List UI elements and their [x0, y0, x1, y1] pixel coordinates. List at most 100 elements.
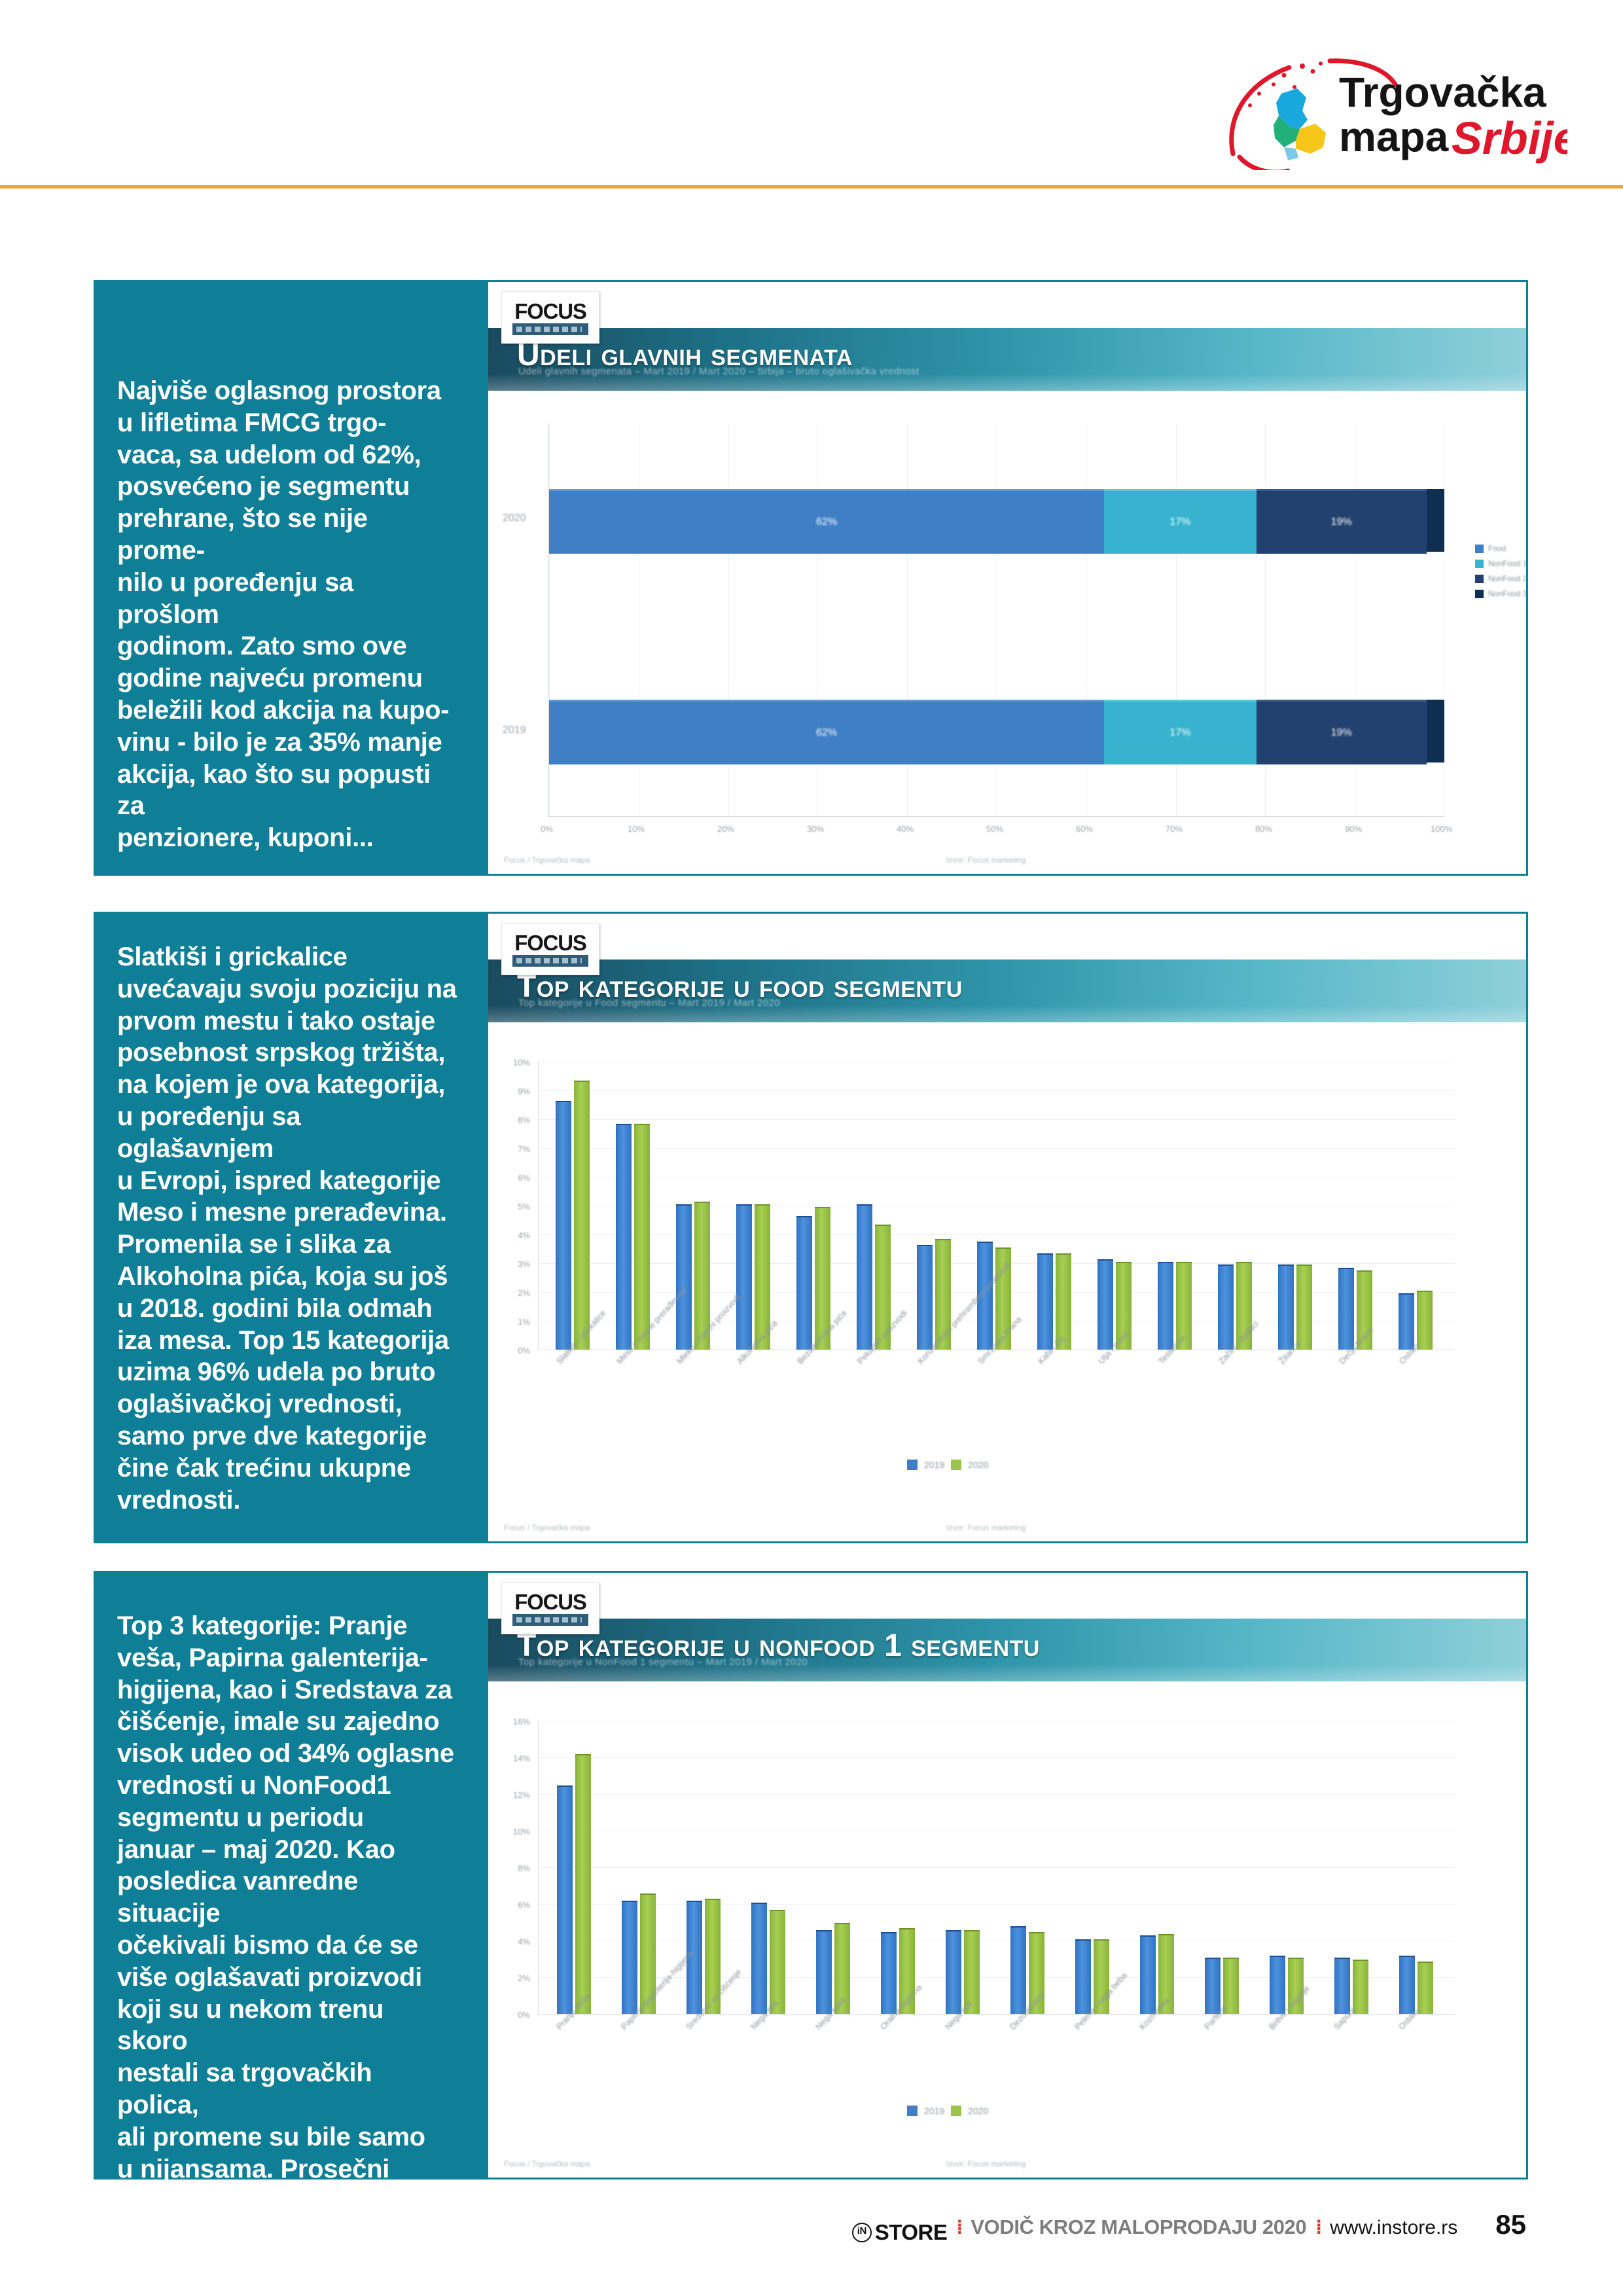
- chart-title-band-3: Top kategorije u NonFood 1 segmentu: [488, 1619, 1526, 1681]
- xtick-20: 20%: [717, 824, 735, 834]
- bar-nf-2019-9: [1140, 1935, 1156, 2014]
- bar-nf-2020-9: [1158, 1934, 1174, 2014]
- chart-legend-1: Food NonFood 1 NonFood 2 NonFood 3: [1475, 544, 1527, 604]
- bar-nf-2019-12: [1334, 1958, 1350, 2014]
- legend-swatch-2019: [907, 1460, 918, 1470]
- chart-title-2: Top kategorije u Food segmentu: [517, 969, 963, 1004]
- ytick-f-8: 2%: [518, 1288, 530, 1298]
- legend-label-nonfood2: NonFood 2: [1488, 574, 1527, 583]
- panel-top-kategorije-food: Slatkiši i grickalice uvećavaju svoju po…: [94, 912, 1528, 1543]
- logo-line2-red: Srbije: [1452, 113, 1567, 164]
- legend-label-2019: 2019: [924, 1460, 945, 1470]
- legend-swatch-food: [1475, 544, 1484, 553]
- segment-food-2019: 62%: [549, 700, 1105, 764]
- legend-label-2020: 2020: [968, 1460, 989, 1470]
- segment-nonfood1-2020: 17%: [1104, 489, 1257, 554]
- bar-2020-13: [1357, 1270, 1372, 1350]
- bar-nf-2019-7: [1010, 1926, 1026, 2014]
- chart-footnote-center-2: Izvor: Focus marketing: [946, 1523, 1026, 1532]
- panel-udeli-glavnih-segmenata: Najviše oglasnog prostora u lifletima FM…: [94, 280, 1528, 876]
- legend-swatch-nonfood1: [1475, 559, 1484, 568]
- ytick-f-3: 7%: [518, 1144, 530, 1154]
- bar-2019-2: [676, 1204, 692, 1350]
- logo-line2-dark: mapa: [1339, 113, 1449, 160]
- chart-footnote-left-2: Focus / Trgovačka mapa: [504, 1523, 590, 1532]
- stacked-bar-2020: 62% 17% 19%: [549, 489, 1444, 554]
- xtick-100: 100%: [1431, 824, 1453, 834]
- bar-nf-2020-2: [705, 1899, 721, 2014]
- legend-item-nonfood1: NonFood 1: [1475, 559, 1527, 568]
- header-divider-rule: [0, 185, 1623, 188]
- focus-sub-bar: [512, 323, 588, 335]
- page-footer: iN STORE ⁞ VODIČ KROZ MALOPRODAJU 2020 ⁞…: [0, 2206, 1623, 2245]
- chart-top-kategorije-nonfood1: FOCUS Top kategorije u NonFood 1 segment…: [486, 1571, 1528, 2179]
- legend-swatch-2020: [951, 2106, 962, 2116]
- bar-nf-2019-2: [687, 1901, 702, 2014]
- xtick-10: 10%: [628, 824, 645, 834]
- xtick-60: 60%: [1076, 824, 1094, 834]
- focus-sub-bar: [512, 954, 588, 967]
- bar-nf-2019-5: [881, 1932, 897, 2014]
- footer-url[interactable]: www.instore.rs: [1330, 2217, 1458, 2238]
- ytick-n-7: 2%: [518, 1973, 530, 1983]
- bar-2020-2: [694, 1202, 710, 1350]
- ytick-n-5: 6%: [518, 1900, 530, 1910]
- xtick-80: 80%: [1255, 824, 1273, 834]
- xtick-30: 30%: [807, 824, 825, 834]
- instore-brand: iN STORE: [851, 2220, 948, 2245]
- focus-sub-bar: [512, 1613, 588, 1626]
- sidebar-commentary-3: Top 3 kategorije: Pranje veša, Papirna g…: [94, 1571, 486, 2279]
- bar-2019-6: [917, 1245, 933, 1350]
- focus-brand-logo: FOCUS: [501, 1582, 599, 1634]
- footer-separator-2: ⁞: [1315, 2217, 1322, 2238]
- legend-label-nonfood3: NonFood 3: [1488, 589, 1527, 598]
- xtick-50: 50%: [986, 824, 1004, 834]
- legend-label-2020: 2020: [968, 2106, 989, 2116]
- focus-wordmark: FOCUS: [514, 298, 587, 323]
- legend-label-nonfood1: NonFood 1: [1488, 559, 1527, 568]
- legend-swatch-2020: [951, 1460, 962, 1470]
- bar-2020-12: [1296, 1265, 1312, 1350]
- bar-nf-2019-13: [1399, 1956, 1415, 2014]
- bar-category-label-2020: 2020: [503, 512, 526, 524]
- chart-title-band-1: Udeli glavnih segmenata: [488, 328, 1526, 391]
- bar-nf-2019-1: [622, 1901, 637, 2014]
- bar-2020-6: [935, 1239, 951, 1350]
- bar-nf-2019-4: [816, 1930, 832, 2014]
- segment-value-nonfood2-2020: 19%: [1330, 516, 1352, 528]
- bar-nf-2019-10: [1205, 1958, 1221, 2014]
- segment-food-2020: 62%: [549, 489, 1105, 554]
- legend-item-food: Food: [1475, 544, 1526, 553]
- chart-udeli-glavnih-segmenata: FOCUS Udeli glavnih segmenata Udeli glav…: [486, 280, 1528, 876]
- bar-nf-2019-6: [946, 1930, 961, 2014]
- chart-footnote-center-3: Izvor: Focus marketing: [946, 2159, 1026, 2168]
- bar-2019-5: [857, 1204, 872, 1350]
- bar-2019-4: [796, 1216, 812, 1350]
- chart-footnote-left-1: Focus / Trgovačka mapa: [504, 855, 590, 865]
- sidebar-commentary-2: Slatkiši i grickalice uvećavaju svoju po…: [94, 912, 486, 1543]
- ytick-n-3: 10%: [512, 1827, 530, 1837]
- segment-value-nonfood2-2019: 19%: [1330, 727, 1352, 738]
- chart-footnote-center-1: Izvor: Focus marketing: [946, 855, 1026, 865]
- legend-item-nonfood3: NonFood 3: [1475, 589, 1527, 598]
- bar-2019-0: [556, 1101, 571, 1350]
- chart-plot-area-2: 10% 9% 8% 7% 6% 5% 4% 3% 2% 1% 0%: [488, 1029, 1526, 1541]
- bar-nf-2020-6: [964, 1930, 980, 2014]
- chart-subtitle-2: Top kategorije u Food segmentu – Mart 20…: [518, 997, 781, 1009]
- ytick-n-6: 4%: [518, 1937, 530, 1946]
- footer-guide-label: VODIČ KROZ MALOPRODAJU 2020: [971, 2215, 1307, 2238]
- commentary-text-1: Najviše oglasnog prostora u lifletima FM…: [117, 376, 450, 853]
- focus-brand-logo: FOCUS: [501, 923, 599, 975]
- segment-nonfood1-2019: 17%: [1104, 700, 1257, 764]
- segment-value-nonfood1-2020: 17%: [1169, 516, 1191, 528]
- xtick-90: 90%: [1345, 824, 1363, 834]
- focus-wordmark: FOCUS: [514, 930, 587, 955]
- bar-nf-2020-0: [575, 1754, 591, 2014]
- bar-2019-8: [1037, 1253, 1053, 1350]
- legend-item-nonfood2: NonFood 2: [1475, 574, 1527, 583]
- sidebar-commentary-1: Najviše oglasnog prostora u lifletima FM…: [94, 280, 486, 876]
- chart-subtitle-1: Udeli glavnih segmenata – Mart 2019 / Ma…: [518, 366, 919, 377]
- bar-2020-5: [875, 1225, 891, 1350]
- bar-2020-9: [1116, 1262, 1132, 1350]
- legend-swatch-nonfood2: [1475, 574, 1484, 583]
